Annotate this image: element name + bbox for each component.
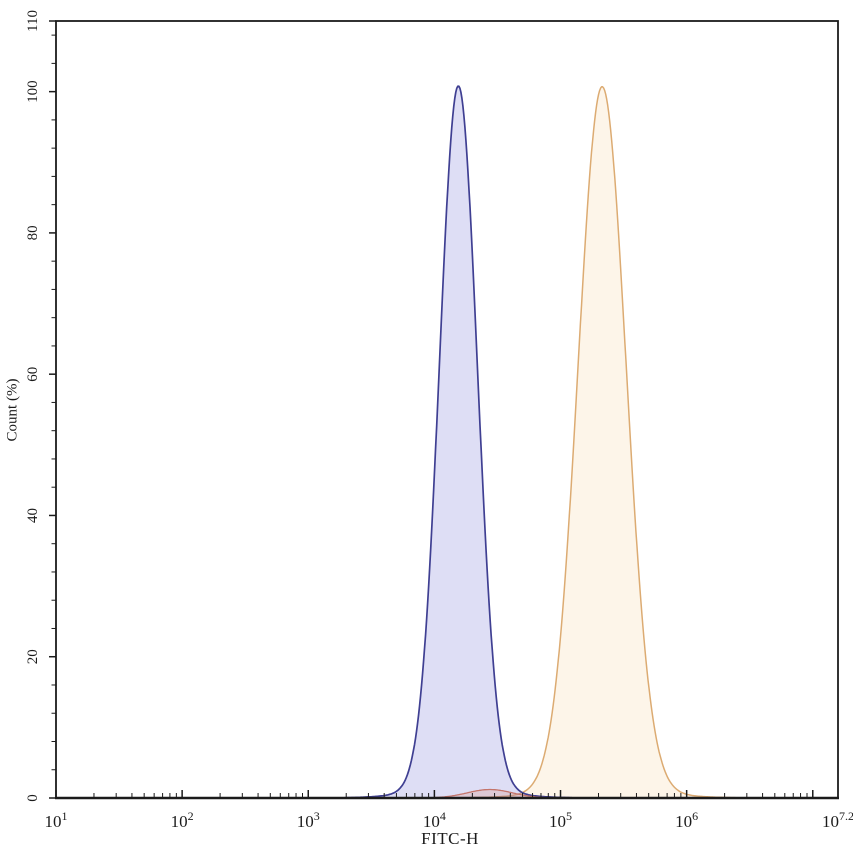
x-tick-label: 105: [549, 809, 572, 831]
x-axis-title: FITC-H: [421, 829, 479, 848]
x-axis-ticks: [55, 790, 814, 798]
x-tick-label: 103: [297, 809, 320, 831]
series-curves: [343, 85, 747, 799]
y-tick-label: 110: [25, 10, 41, 32]
curve-orange-peak: [457, 86, 747, 799]
x-axis-tick-labels: 101 102 103 104 105 106 107.2: [45, 809, 853, 831]
y-axis-title: Count (%): [4, 378, 21, 442]
x-tick-label: 107.2: [822, 809, 853, 831]
y-tick-label: 40: [25, 508, 41, 523]
y-tick-label: 100: [25, 80, 41, 103]
y-tick-label: 20: [25, 649, 41, 664]
x-tick-label: 106: [675, 809, 698, 831]
y-axis-ticks: [49, 20, 56, 799]
x-tick-label: 104: [423, 809, 446, 831]
y-tick-label: 80: [25, 225, 41, 240]
x-tick-label: 101: [45, 809, 68, 831]
y-axis-tick-labels: 0 20 40 60 80 100 110: [25, 10, 41, 802]
y-tick-label: 60: [25, 367, 41, 382]
curve-blue-peak: [343, 85, 573, 799]
y-tick-label: 0: [25, 794, 41, 802]
x-tick-label: 102: [171, 809, 194, 831]
